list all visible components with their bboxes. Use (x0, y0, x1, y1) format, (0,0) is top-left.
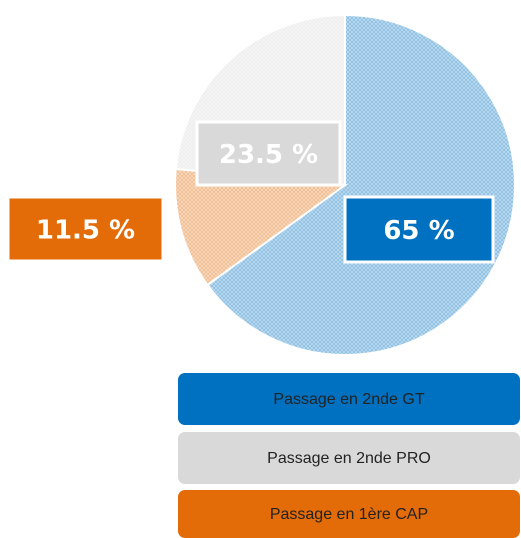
data-label: 23.5 % (219, 140, 318, 170)
legend-label: Passage en 1ère CAP (270, 506, 428, 523)
slice-hatch (175, 169, 345, 285)
data-labels: 65 % 23.5 % 11.5 % (6, 120, 495, 264)
legend-label: Passage en 2nde GT (273, 391, 424, 408)
label-box (6, 195, 165, 263)
legend-item (178, 432, 520, 484)
label-box (343, 195, 495, 264)
legend-item (178, 490, 520, 538)
data-label: 65 % (383, 216, 454, 246)
label-box (195, 120, 342, 187)
legend-label: Passage en 2nde PRO (267, 450, 431, 467)
legend-item (178, 373, 520, 425)
legend: Passage en 2nde GT Passage en 2nde PRO Pas… (178, 373, 520, 538)
slice-hatch (207, 15, 516, 355)
data-label: 11.5 % (36, 216, 135, 246)
